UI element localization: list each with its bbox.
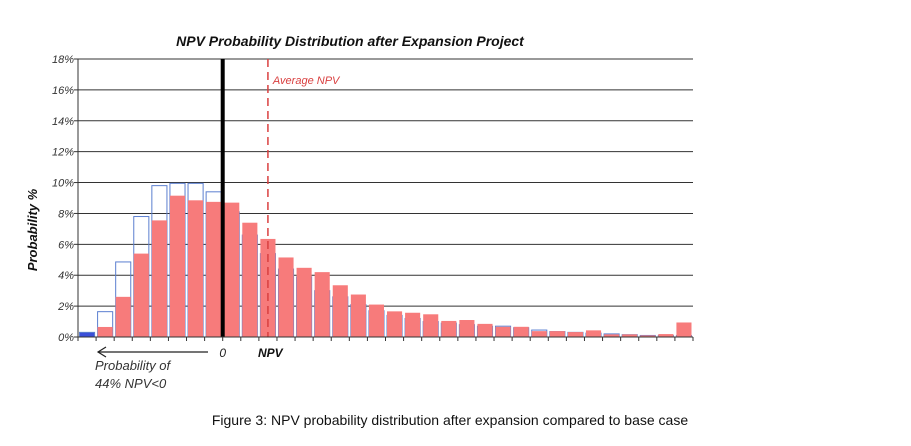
x-axis-label: NPV — [258, 346, 284, 360]
expansion-bars — [97, 195, 692, 337]
y-tick-label: 2% — [57, 301, 74, 313]
y-tick-labels: 0% 2% 4% 6% 8% 10% 12% 14% 16% 18% — [52, 54, 74, 344]
left-arrow-icon — [96, 346, 208, 358]
y-tick-label: 0% — [58, 332, 74, 344]
expansion-bar — [188, 200, 204, 337]
expansion-bar — [423, 314, 439, 337]
probability-annotation-line2: 44% NPV<0 — [95, 376, 167, 391]
x-axis-ticks — [77, 337, 694, 341]
y-axis-label: Probability % — [25, 188, 40, 271]
expansion-bar — [477, 323, 493, 337]
y-tick-label: 18% — [52, 54, 74, 66]
chart-title: NPV Probability Distribution after Expan… — [176, 33, 525, 49]
expansion-bar — [622, 334, 638, 337]
y-tick-label: 10% — [52, 178, 74, 190]
expansion-bar — [169, 195, 186, 337]
expansion-bar — [332, 285, 348, 337]
expansion-bar — [531, 331, 547, 337]
expansion-bar — [242, 222, 258, 337]
figure-caption: Figure 3: NPV probability distribution a… — [212, 412, 688, 428]
expansion-bar — [604, 334, 620, 337]
expansion-bar — [495, 326, 511, 337]
expansion-bar — [405, 312, 421, 337]
y-tick-label: 6% — [58, 239, 74, 251]
expansion-bar — [133, 253, 149, 337]
expansion-bar — [585, 330, 602, 337]
expansion-bar — [459, 320, 475, 337]
expansion-bar — [368, 304, 384, 337]
probability-annotation-line1: Probability of — [95, 358, 172, 373]
expansion-bar — [513, 326, 529, 337]
y-tick-label: 8% — [58, 208, 74, 220]
expansion-bar — [206, 201, 222, 337]
y-tick-label: 16% — [52, 85, 74, 97]
expansion-bar — [441, 320, 457, 337]
expansion-bar — [314, 272, 330, 337]
base-case-bar — [79, 331, 96, 338]
expansion-bar — [549, 331, 565, 337]
expansion-bar — [387, 311, 403, 337]
zero-tick-label: 0 — [219, 346, 226, 360]
expansion-bar — [151, 220, 167, 337]
expansion-bar — [676, 322, 692, 337]
expansion-bar — [278, 257, 294, 337]
expansion-bar — [350, 294, 366, 337]
expansion-bar — [658, 334, 674, 337]
expansion-bar — [97, 326, 113, 337]
expansion-bar — [567, 332, 583, 337]
expansion-bar — [296, 267, 312, 337]
y-tick-label: 4% — [58, 270, 74, 282]
expansion-bar — [224, 202, 240, 337]
y-tick-label: 14% — [52, 116, 74, 128]
expansion-bar — [640, 335, 656, 337]
y-tick-label: 12% — [52, 147, 74, 159]
expansion-bar — [115, 296, 131, 337]
average-npv-label: Average NPV — [272, 75, 341, 87]
